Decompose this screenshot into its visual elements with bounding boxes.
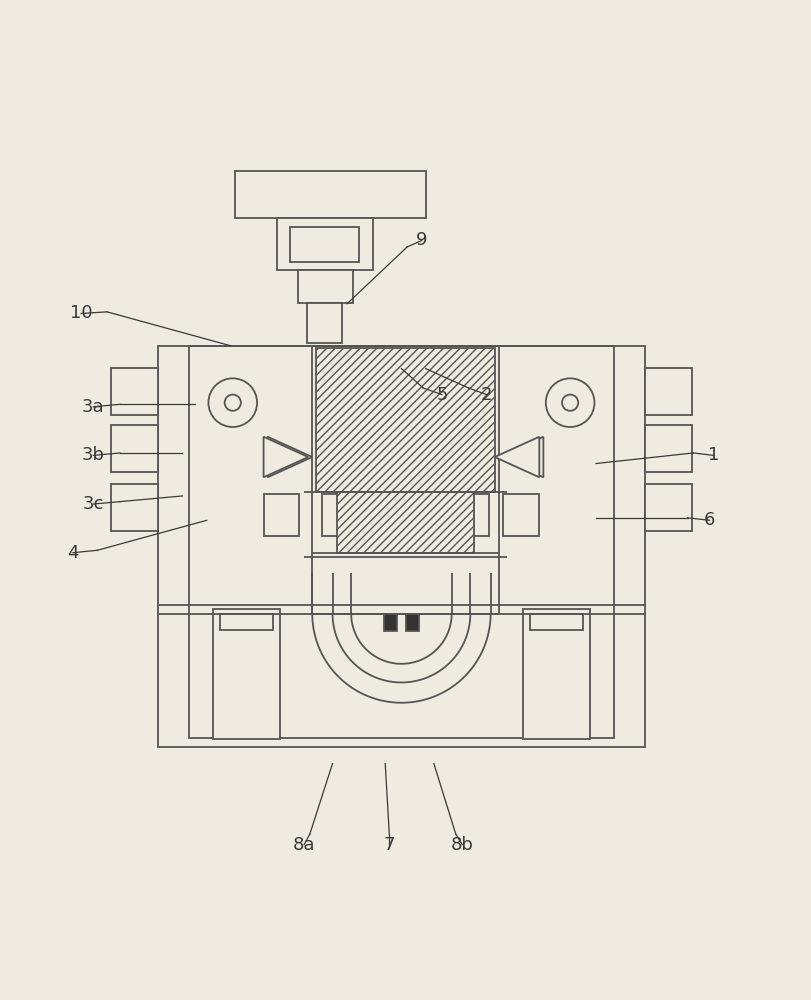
Polygon shape	[264, 437, 308, 477]
Bar	[298, 270, 353, 303]
Bar	[213, 609, 280, 739]
Polygon shape	[495, 437, 539, 477]
Circle shape	[546, 378, 594, 427]
Bar	[264, 494, 299, 536]
Bar	[384, 614, 397, 631]
Bar	[322, 494, 364, 536]
Circle shape	[562, 395, 578, 411]
Bar	[447, 494, 489, 536]
Bar	[645, 484, 692, 531]
Bar	[277, 218, 373, 270]
Bar	[406, 614, 419, 631]
Bar	[530, 614, 583, 630]
Polygon shape	[268, 437, 312, 477]
Bar	[111, 368, 158, 415]
Bar	[158, 346, 645, 747]
Circle shape	[225, 395, 241, 411]
Text: 10: 10	[70, 304, 92, 322]
Bar	[220, 614, 273, 630]
Text: 3b: 3b	[82, 446, 105, 464]
Bar	[307, 303, 342, 343]
Text: 9: 9	[416, 231, 427, 249]
Bar	[316, 348, 495, 492]
Bar	[645, 368, 692, 415]
Polygon shape	[499, 437, 543, 477]
Bar	[235, 171, 426, 218]
Text: 3c: 3c	[83, 495, 104, 513]
Bar	[504, 494, 539, 536]
Bar	[111, 425, 158, 472]
Text: 7: 7	[384, 836, 395, 854]
Bar	[523, 609, 590, 739]
Text: 6: 6	[704, 511, 715, 529]
Circle shape	[208, 378, 257, 427]
Text: 5: 5	[436, 386, 448, 404]
Bar	[189, 346, 614, 738]
Text: 1: 1	[708, 446, 719, 464]
Bar	[290, 227, 359, 262]
Bar	[337, 492, 474, 553]
Text: 8a: 8a	[293, 836, 315, 854]
Bar	[645, 425, 692, 472]
Text: 3a: 3a	[82, 398, 105, 416]
Bar	[111, 484, 158, 531]
Text: 4: 4	[67, 544, 79, 562]
Text: 8b: 8b	[451, 836, 474, 854]
Text: 2: 2	[481, 386, 492, 404]
